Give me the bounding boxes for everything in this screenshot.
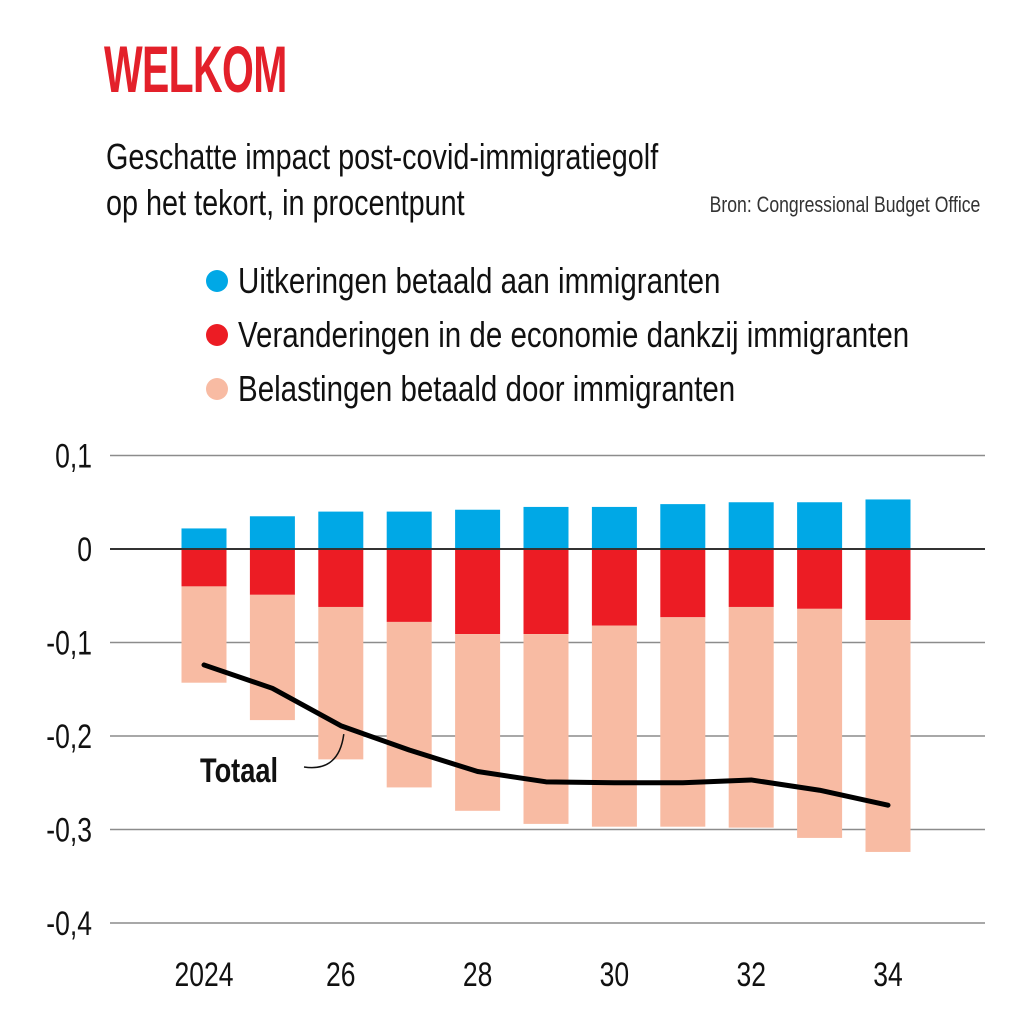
bar-taxes <box>386 621 432 788</box>
subtitle-line-2: op het tekort, in procentpunt <box>106 182 465 223</box>
y-axis-ticks: 0,1 0 -0,1 -0,2 -0,3 -0,4 <box>46 437 92 942</box>
legend-label-taxes: Belastingen betaald door immigranten <box>238 368 736 409</box>
bars <box>181 499 911 852</box>
x-tick-label: 34 <box>873 956 903 994</box>
bar-taxes <box>591 625 637 827</box>
bar-economy <box>523 549 569 635</box>
annotation-totaal-label: Totaal <box>200 751 278 790</box>
bar-taxes <box>660 617 706 827</box>
legend-dot-benefits-icon <box>206 270 228 292</box>
legend-item-taxes: Belastingen betaald door immigranten <box>206 362 1022 416</box>
legend: Uitkeringen betaald aan immigranten Vera… <box>206 254 1022 416</box>
legend-dot-economy-icon <box>206 324 228 346</box>
bar-economy <box>728 549 774 607</box>
bar-benefits <box>591 506 637 549</box>
x-tick-label: 28 <box>463 956 493 994</box>
y-tick-label: -0,3 <box>46 811 92 849</box>
x-tick-label: 2024 <box>175 956 234 994</box>
bar-taxes <box>728 606 774 828</box>
bar-benefits <box>249 516 295 549</box>
legend-item-economy: Veranderingen in de economie dankzij imm… <box>206 308 1022 362</box>
legend-label-benefits: Uitkeringen betaald aan immigranten <box>238 260 721 301</box>
bar-economy <box>318 549 364 607</box>
bar-economy <box>249 549 295 595</box>
total-line <box>201 662 891 808</box>
page-title: WELKOM <box>104 32 287 106</box>
bar-benefits <box>455 509 501 549</box>
legend-label-economy: Veranderingen in de economie dankzij imm… <box>238 314 910 355</box>
bar-economy <box>660 549 706 618</box>
total-line-group <box>201 662 891 808</box>
annotation-leader-line <box>303 734 345 769</box>
x-tick-label: 32 <box>736 956 766 994</box>
x-axis-ticks: 2024 26 28 30 32 34 <box>175 956 903 994</box>
bar-economy <box>591 549 637 626</box>
bar-economy <box>865 549 911 621</box>
bar-benefits <box>660 504 706 549</box>
bar-benefits <box>728 502 774 549</box>
y-tick-label: -0,1 <box>46 624 92 662</box>
legend-item-benefits: Uitkeringen betaald aan immigranten <box>206 254 1022 308</box>
bar-taxes <box>455 634 501 811</box>
bar-benefits <box>523 506 569 549</box>
legend-dot-taxes-icon <box>206 378 228 400</box>
annotations: Totaal <box>200 734 345 790</box>
bar-economy <box>455 549 501 635</box>
y-tick-label: -0,2 <box>46 718 92 756</box>
bar-economy <box>797 549 843 609</box>
x-tick-label: 26 <box>326 956 356 994</box>
y-tick-label: -0,4 <box>46 905 92 943</box>
bar-taxes <box>523 634 569 824</box>
y-tick-label: 0 <box>77 531 92 569</box>
bar-benefits <box>386 511 432 549</box>
bar-taxes <box>318 606 364 760</box>
bar-benefits <box>318 511 364 549</box>
bar-benefits <box>865 499 911 549</box>
y-tick-label: 0,1 <box>55 437 92 475</box>
bar-economy <box>386 549 432 622</box>
x-tick-label: 30 <box>600 956 630 994</box>
bar-benefits <box>181 528 227 549</box>
bar-economy <box>181 549 227 587</box>
source-note: Bron: Congressional Budget Office <box>709 192 980 217</box>
bar-taxes <box>865 620 911 852</box>
bar-taxes <box>249 594 295 721</box>
bar-taxes <box>797 608 843 838</box>
chart-subtitle: Geschatte impact post-covid-immigratiego… <box>106 134 658 226</box>
bar-benefits <box>797 502 843 549</box>
subtitle-line-1: Geschatte impact post-covid-immigratiego… <box>106 136 659 177</box>
